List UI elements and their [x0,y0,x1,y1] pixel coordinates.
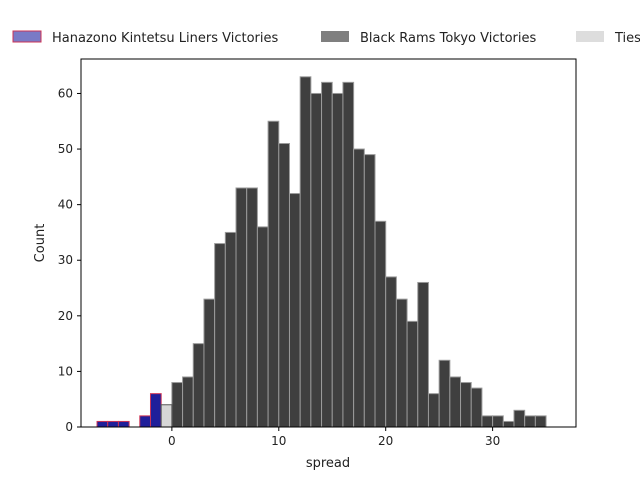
y-tick-label: 10 [58,364,73,378]
y-tick-label: 60 [58,86,73,100]
histogram-bar [117,420,130,428]
histogram-bar [385,276,397,428]
y-axis: 0 10 20 30 40 50 60 [58,86,81,434]
histogram-bar [214,243,226,428]
histogram-bar [342,81,355,428]
histogram-bars [96,76,547,428]
legend-label: Ties [614,31,640,46]
histogram-bar [299,76,312,428]
x-axis: 0 10 20 30 [168,427,500,448]
histogram-bar [492,415,504,428]
histogram-bar [417,281,429,428]
histogram-bar [513,409,526,428]
histogram-bar [160,404,173,428]
histogram-bar [149,393,162,428]
histogram-bar [438,359,451,428]
histogram-bar [139,415,151,428]
legend-swatch [576,31,604,42]
legend-swatch [321,31,349,42]
y-tick-label: 20 [58,309,73,323]
histogram-bar [321,81,333,428]
histogram-bar [182,376,194,428]
x-tick-label: 10 [271,434,286,448]
histogram-bar [267,120,280,428]
legend: Hanazono Kintetsu Liners Victories Black … [12,30,640,46]
histogram-bar [203,298,216,428]
y-tick-label: 40 [58,198,73,212]
histogram-bar [524,415,536,428]
x-axis-label: spread [306,456,350,471]
histogram-bar [278,143,290,428]
histogram-bar [107,420,119,428]
histogram-bar [406,320,419,428]
histogram-bar [288,193,301,428]
histogram-bar [374,220,387,428]
histogram-bar [256,226,269,428]
histogram-bar [460,382,472,428]
histogram-bar [427,393,440,428]
histogram-bar [363,154,376,428]
y-tick-label: 50 [58,142,73,156]
histogram-bar [96,420,109,428]
legend-label: Hanazono Kintetsu Liners Victories [52,31,278,46]
x-tick-label: 30 [485,434,500,448]
histogram-bar [331,92,344,428]
histogram-bar [353,148,365,428]
histogram-bar [534,415,547,428]
x-tick-label: 20 [378,434,393,448]
plot-area [80,58,577,428]
histogram-bar [224,231,237,428]
legend-swatch [12,30,42,43]
histogram-bar [235,187,248,428]
histogram-bar [192,343,205,428]
histogram-bar [481,415,494,428]
histogram-bar [171,382,184,428]
histogram-bar [449,376,462,428]
histogram-bar [395,298,408,428]
histogram-bar [310,92,323,428]
y-tick-label: 30 [58,253,73,267]
y-tick-label: 0 [65,420,73,434]
y-axis-label: Count [33,224,48,263]
histogram-bar [470,387,483,428]
histogram-bar [502,420,515,428]
histogram-bar [246,187,258,428]
x-tick-label: 0 [168,434,176,448]
legend-label: Black Rams Tokyo Victories [360,31,536,46]
